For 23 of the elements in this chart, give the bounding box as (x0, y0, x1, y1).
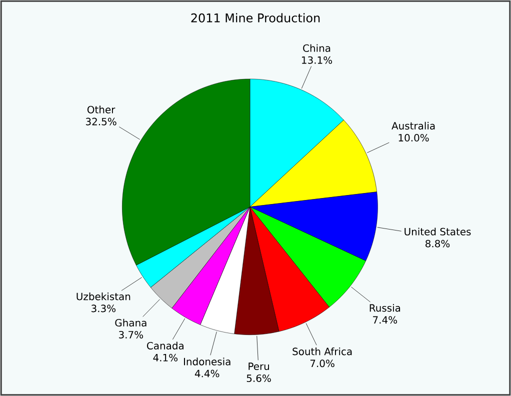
data-label: 7.4% (373, 316, 398, 324)
slice-label: Peru (248, 362, 269, 370)
data-label: 5.6% (246, 374, 271, 382)
data-label: 3.7% (119, 330, 144, 338)
data-label: 8.8% (426, 240, 450, 248)
slice-label: United States (404, 228, 471, 236)
slice-label: Other (87, 106, 116, 114)
slice-label: Indonesia (184, 358, 230, 366)
chart-title: 2011 Mine Production (191, 13, 320, 22)
data-label: 4.1% (153, 354, 178, 362)
data-label: 3.3% (92, 304, 116, 312)
data-label: 13.1% (302, 56, 332, 64)
data-label: 10.0% (398, 134, 429, 142)
slice-label: Uzbekistan (76, 292, 130, 300)
slice-label: China (303, 44, 330, 52)
slice-label: Russia (370, 304, 400, 312)
slice-label: South Africa (292, 347, 352, 356)
data-label: 7.0% (310, 360, 334, 368)
slice-label: Ghana (115, 318, 146, 327)
slice-label: Australia (392, 122, 435, 130)
data-label: 32.5% (86, 118, 116, 126)
data-label: 4.4% (194, 370, 220, 378)
slice-label: Canada (147, 342, 184, 350)
